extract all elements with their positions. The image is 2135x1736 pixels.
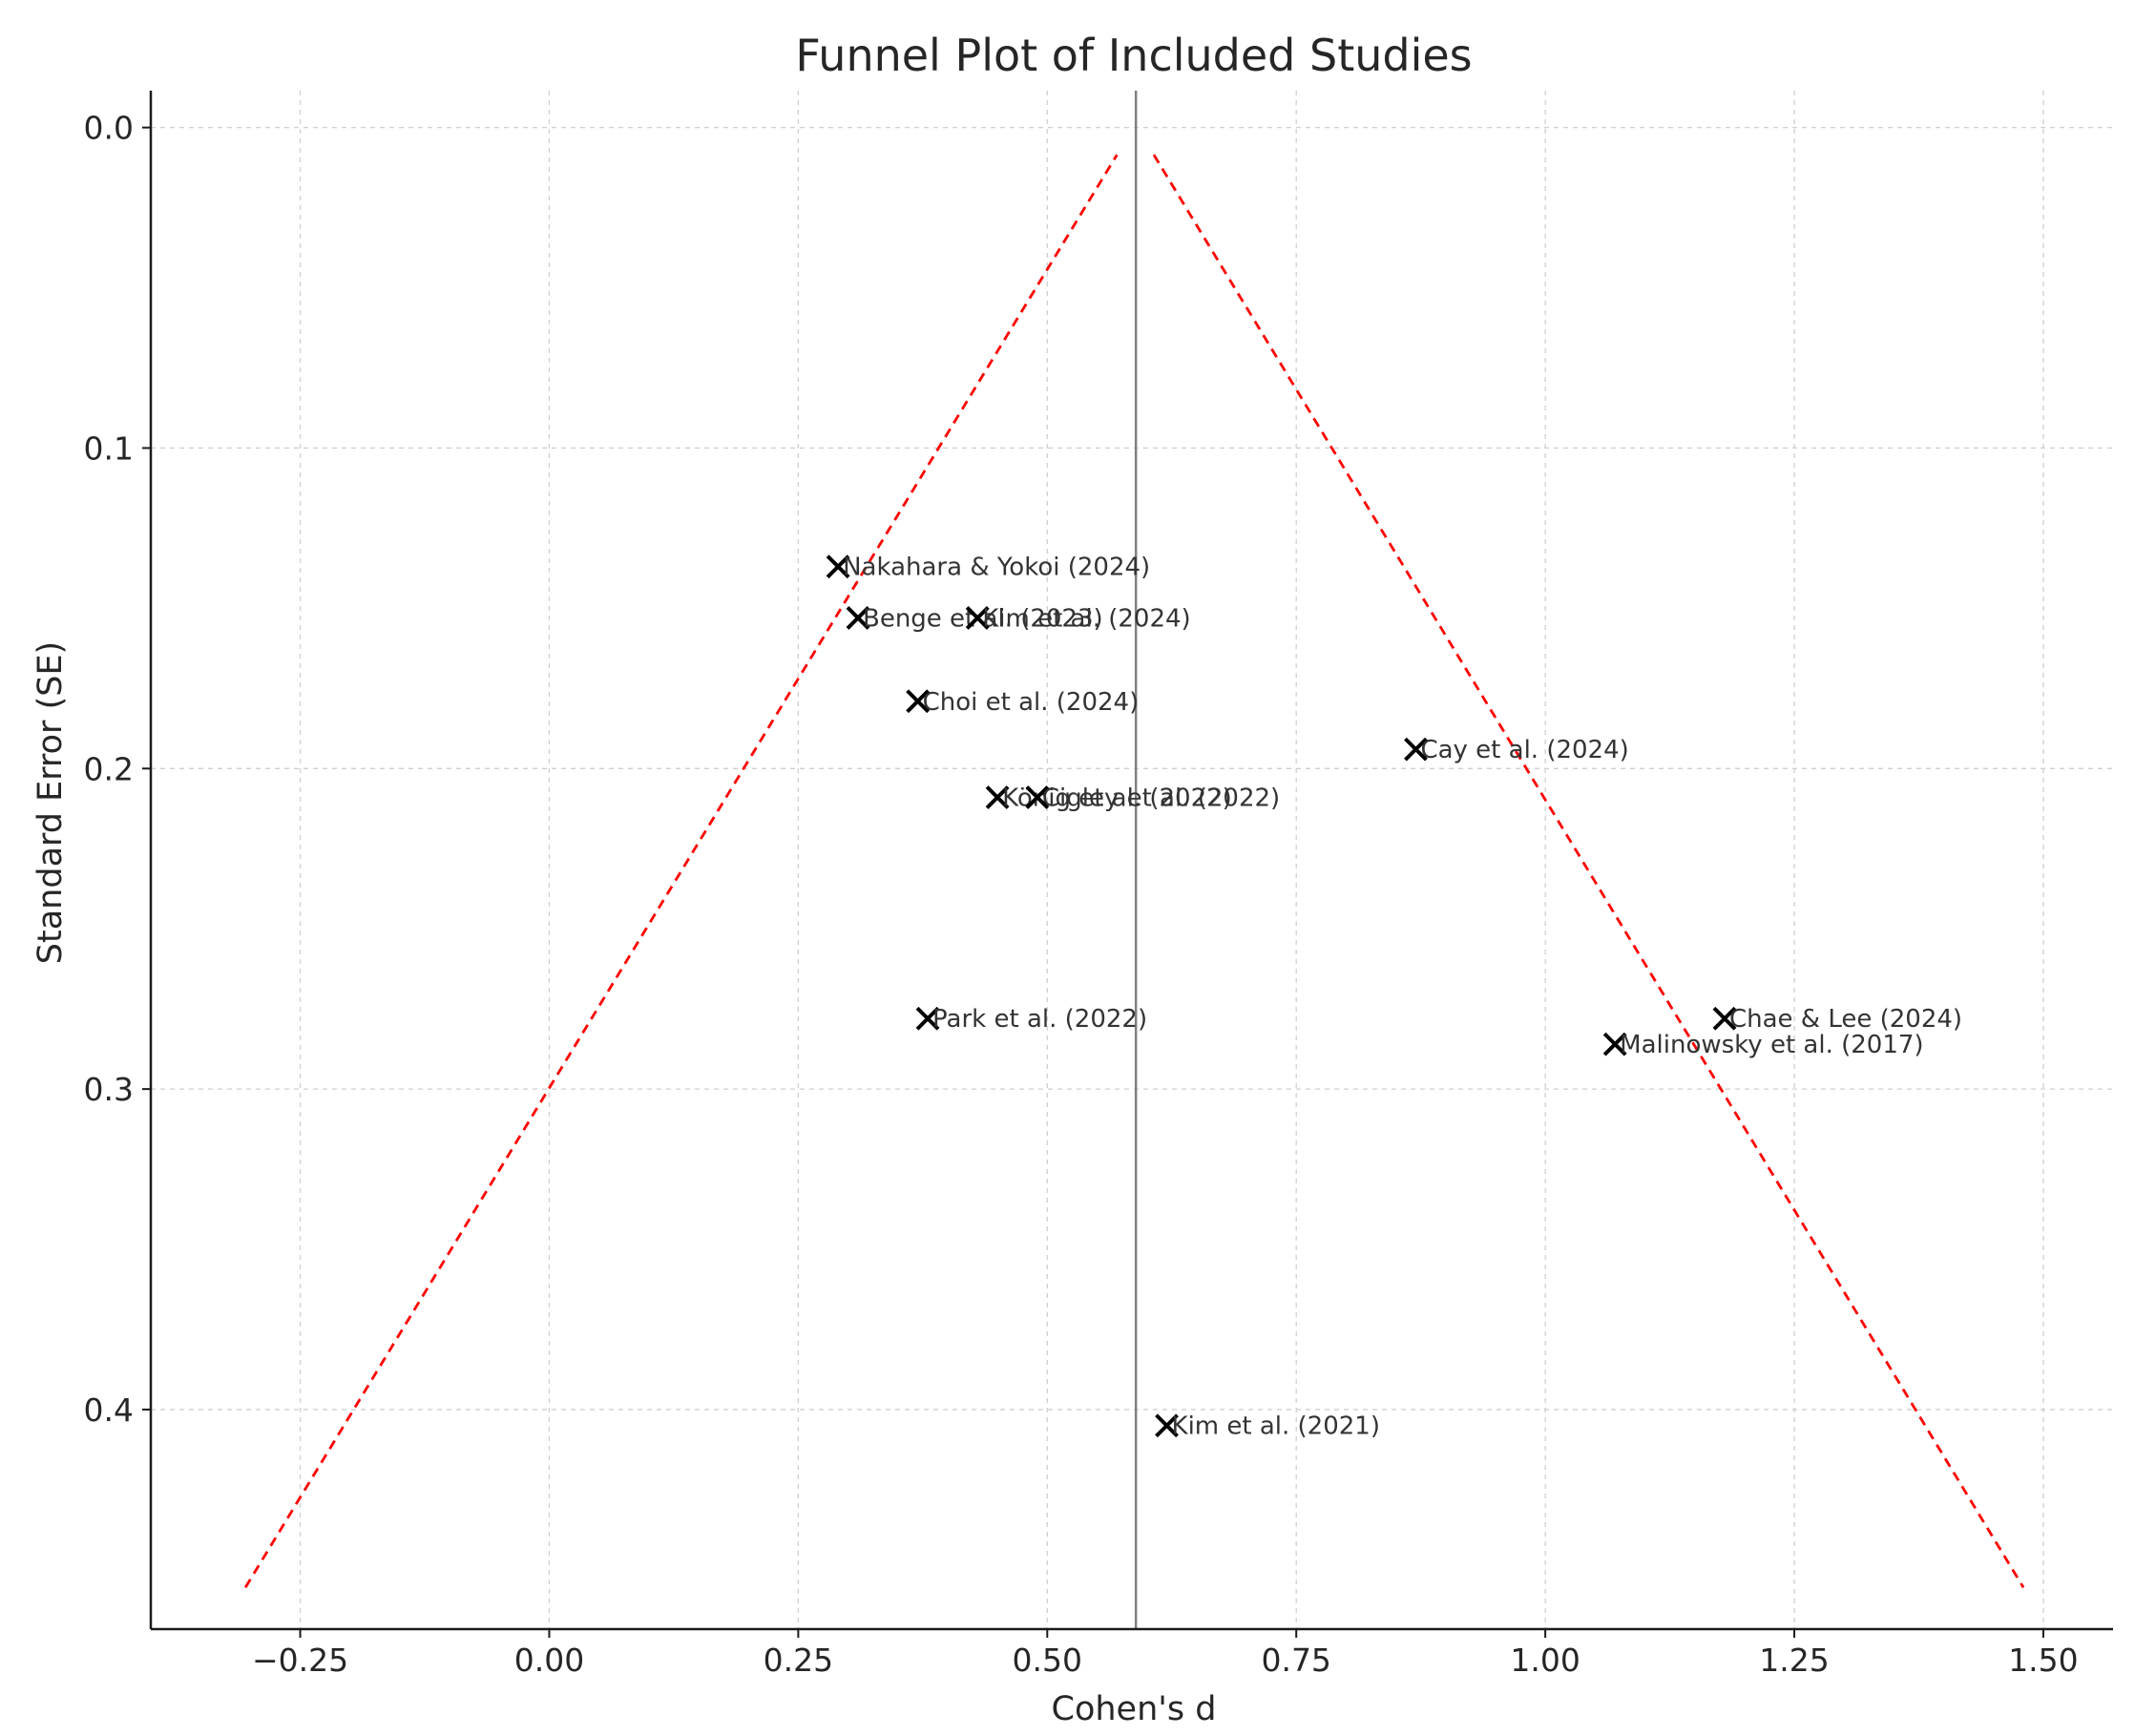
study-label: Kim et al. (2024) (982, 604, 1190, 633)
study-label: Nakahara & Yokoi (2024) (843, 554, 1150, 582)
x-marker-stroke (1712, 1006, 1737, 1031)
x-marker-stroke (846, 606, 870, 630)
study-label: Kim et al. (2021) (1172, 1412, 1380, 1441)
study-label: Choi et al. (2024) (923, 688, 1140, 717)
study-point: Benge et al. (2023) (846, 604, 1103, 633)
study-point: Nakahara & Yokoi (2024) (826, 554, 1150, 582)
x-tick-label: 1.00 (1510, 1642, 1580, 1679)
x-marker-stroke (915, 1006, 940, 1031)
chart-title: Funnel Plot of Included Studies (795, 30, 1472, 81)
x-tick-label: 0.50 (1013, 1642, 1082, 1679)
study-point: Malinowsky et al. (2017) (1602, 1031, 1924, 1059)
study-point: Choi et al. (2024) (906, 688, 1140, 717)
y-tick-label: 0.0 (84, 110, 134, 147)
funnel-limit-line (243, 154, 1119, 1589)
x-marker-stroke (985, 785, 1010, 809)
x-tick-label: 0.25 (764, 1642, 833, 1679)
study-point: Chae & Lee (2024) (1712, 1005, 1962, 1034)
x-axis-label: Cohen's d (1052, 1690, 1217, 1728)
x-tick-label: 0.00 (514, 1642, 584, 1679)
x-tick-label: 1.50 (2008, 1642, 2078, 1679)
study-label: Cay et al. (2024) (1420, 736, 1628, 764)
study-point: Cigley et al. (2022) (1025, 784, 1280, 813)
study-point: Kim et al. (2021) (1155, 1412, 1380, 1441)
study-point: Kim et al. (2024) (965, 604, 1191, 633)
x-marker-stroke (1602, 1032, 1627, 1056)
study-label: Cigley et al. (2022) (1042, 784, 1280, 813)
x-tick-label: 1.25 (1759, 1642, 1829, 1679)
study-label: Benge et al. (2023) (863, 604, 1103, 633)
funnel-limit-line (1152, 154, 2025, 1589)
y-tick-label: 0.2 (84, 750, 134, 787)
x-marker-stroke (1404, 737, 1428, 762)
study-label: Chae & Lee (2024) (1729, 1005, 1962, 1034)
y-tick-label: 0.4 (84, 1391, 134, 1429)
x-tick-label: −0.25 (252, 1642, 348, 1679)
x-marker-stroke (906, 689, 931, 714)
study-point: Cay et al. (2024) (1404, 736, 1629, 764)
x-marker-stroke (1155, 1413, 1179, 1438)
grid-lines (151, 91, 2113, 1629)
x-marker-stroke (826, 554, 850, 579)
study-label: Malinowsky et al. (2017) (1620, 1031, 1923, 1059)
x-marker-stroke (965, 606, 990, 630)
y-axis-label: Standard Error (SE) (31, 641, 70, 964)
x-tick-label: 0.75 (1261, 1642, 1330, 1679)
axes (149, 91, 2113, 1631)
x-marker-stroke (1025, 785, 1050, 809)
study-points: Nakahara & Yokoi (2024) Benge et al. (202… (826, 554, 1962, 1441)
study-point: Park et al. (2022) (915, 1005, 1147, 1034)
funnel-limits (243, 154, 2025, 1589)
study-label: Park et al. (2022) (932, 1005, 1147, 1034)
y-tick-label: 0.1 (84, 429, 134, 467)
y-tick-label: 0.3 (84, 1071, 134, 1108)
ticks: −0.25 0.00 0.25 0.50 0.75 1.00 1.25 1.50 0.0 0.1 0… (84, 110, 2079, 1679)
